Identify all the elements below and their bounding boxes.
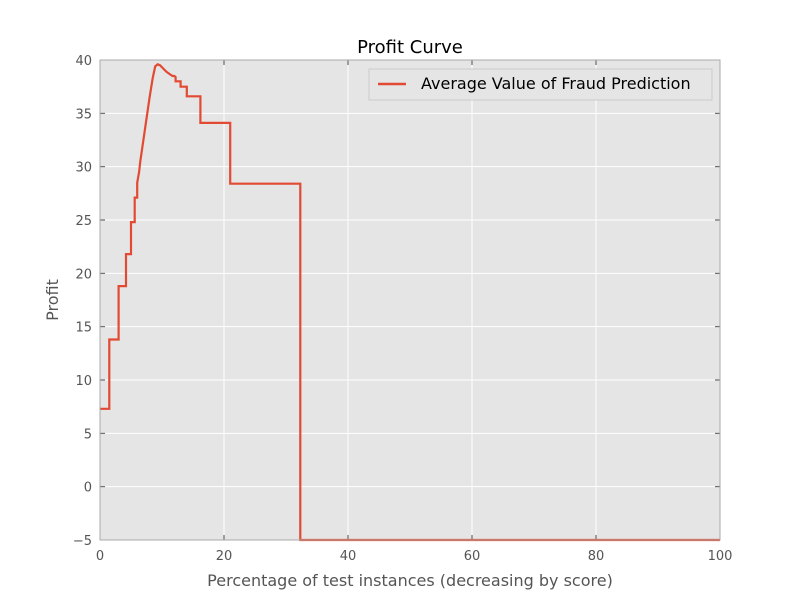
y-tick-label: 35 (75, 107, 92, 122)
y-tick-label: 40 (75, 54, 92, 69)
series-line (100, 63, 720, 542)
legend: Average Value of Fraud Prediction (368, 68, 713, 101)
x-tick-label: 60 (464, 549, 481, 564)
y-tick-label: 25 (75, 214, 92, 229)
series-lines (100, 63, 720, 542)
y-tick-label: 0 (84, 481, 92, 496)
x-tick-label: 100 (708, 549, 733, 564)
x-tick-label: 20 (216, 549, 233, 564)
x-tick-label: 0 (96, 549, 104, 564)
plot-frame (99, 59, 721, 541)
y-tick-label: −5 (73, 534, 92, 549)
x-axis-label: Percentage of test instances (decreasing… (207, 571, 613, 590)
x-tick-label: 40 (340, 549, 357, 564)
y-tick-label: 20 (75, 267, 92, 282)
y-tick-label: 10 (75, 374, 92, 389)
legend-box (368, 68, 713, 101)
legend-label: Average Value of Fraud Prediction (421, 74, 691, 93)
plot-background (100, 60, 720, 540)
y-tick-label: 30 (75, 161, 92, 176)
chart-title: Profit Curve (357, 37, 463, 58)
y-tick-label: 15 (75, 321, 92, 336)
x-tick-label: 80 (588, 549, 605, 564)
y-tick-label: 5 (84, 427, 92, 442)
y-axis-label: Profit (43, 279, 62, 321)
tick-labels: 0 20 40 60 80 100 −5 0 5 10 15 20 25 30 35 40 (73, 54, 733, 564)
